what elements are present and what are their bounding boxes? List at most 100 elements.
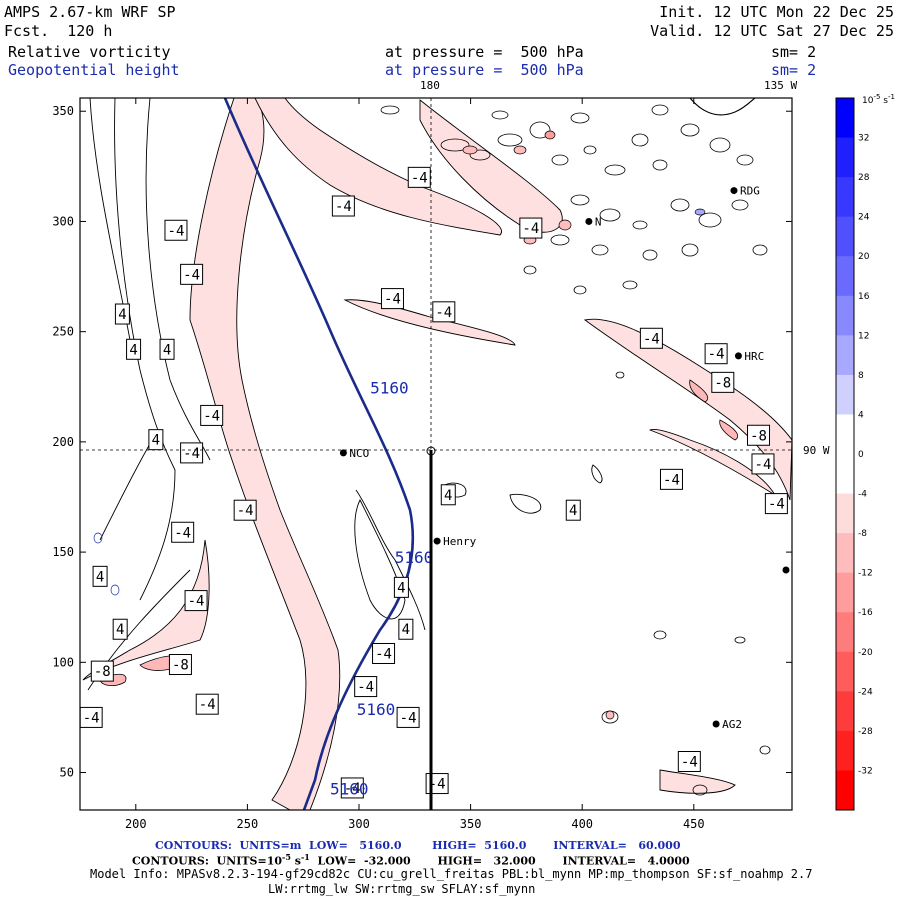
coastline	[689, 98, 756, 116]
contour-label-text: 4	[116, 622, 124, 638]
y-tick-label: 100	[52, 655, 74, 669]
contour-label: 4	[398, 618, 414, 640]
contour-label-box	[432, 301, 456, 323]
contour-label-box	[126, 338, 142, 360]
station-marker	[433, 537, 441, 545]
contour-label: -4	[200, 404, 224, 426]
fcst-label: Fcst.	[4, 22, 50, 40]
contour-label-box	[407, 166, 431, 188]
x-tick-label: 250	[237, 817, 259, 831]
contour-label-text: -4	[768, 497, 785, 513]
contour-label: -4	[171, 521, 195, 543]
contour-label-text: 4	[96, 569, 104, 585]
station-label: RDG	[740, 185, 760, 198]
contour-label-box	[164, 219, 188, 241]
y-tick-label: 350	[52, 104, 74, 118]
contour-label-text: -4	[237, 503, 254, 519]
contour-label-text: -8	[172, 658, 189, 674]
field2-label: Geopotential height	[8, 61, 180, 79]
colorbar-frame	[835, 97, 855, 811]
contour-label-text: -4	[681, 755, 698, 771]
x-tick-label: 200	[125, 817, 147, 831]
contour-label-text: -4	[375, 646, 392, 662]
contour-label-text: -4	[188, 594, 205, 610]
sm2-label: sm= 2	[771, 61, 817, 79]
colorbar-swatch	[836, 98, 854, 139]
contour-label: 4	[393, 576, 409, 598]
colorbar-swatch	[836, 177, 854, 218]
colorbar-tick-label: -32	[858, 766, 873, 776]
contour-label-text: 4	[129, 342, 137, 358]
contour-label-box	[704, 343, 728, 365]
colorbar-tick-label: -28	[858, 727, 873, 737]
contour-label-box	[90, 660, 114, 682]
colorbar-swatch	[836, 295, 854, 336]
contour-label-text: -4	[708, 347, 725, 363]
contour-label-text: 4	[163, 342, 171, 358]
colorbar-unit: 10-5 s-1	[862, 93, 895, 106]
contour-label: 4	[126, 338, 142, 360]
station-label: Henry	[443, 535, 476, 548]
contour-label-box	[171, 521, 195, 543]
colorbar-swatch	[836, 374, 854, 415]
contour-label: 4	[159, 338, 175, 360]
pole-marker	[426, 446, 436, 456]
contour-label-box	[751, 453, 775, 475]
contour-label-text: -4	[435, 305, 452, 321]
contour-label-text: -8	[94, 664, 111, 680]
colorbar-tick-label: -24	[858, 687, 873, 697]
height-contour-label: 5160	[395, 548, 434, 567]
contour-label: -4	[380, 288, 404, 310]
contour-label-box	[112, 618, 128, 640]
contour-label: -4	[677, 751, 701, 773]
contour-label-box	[340, 777, 364, 799]
y-tick-label: 250	[52, 325, 74, 339]
station-label: NCO	[349, 447, 369, 460]
colorbar-swatch	[836, 256, 854, 297]
header-model: AMPS 2.67-km WRF SP	[4, 3, 176, 21]
colorbar-tick-label: 28	[858, 173, 870, 183]
lon-180-label: 180	[420, 79, 440, 92]
contour-label-text: 4	[152, 433, 160, 449]
contour-label-box	[565, 499, 581, 521]
x-tick-label: 450	[683, 817, 705, 831]
y-tick-label: 50	[60, 766, 74, 780]
contour-label-box	[398, 618, 414, 640]
y-tick-label: 300	[52, 214, 74, 228]
colorbar-tick-label: 4	[858, 410, 864, 420]
field1-label: Relative vorticity	[8, 43, 171, 61]
contour-label: -4	[180, 442, 204, 464]
contour-label-box	[747, 424, 771, 446]
contour-label-text: -4	[183, 446, 200, 462]
colorbar-tick-label: 12	[858, 331, 869, 341]
contour-label-text: -8	[750, 428, 767, 444]
contour-label-text: -4	[384, 292, 401, 308]
contour-label: 4	[148, 429, 164, 451]
contour-label-box	[354, 676, 378, 698]
contour-label: -4	[354, 676, 378, 698]
colorbar-tick-label: 8	[858, 371, 864, 381]
station-label: AG2	[722, 718, 742, 731]
colorbar-tick-label: 0	[858, 450, 864, 460]
contour-label-box	[195, 693, 219, 715]
x-tick-label: 350	[460, 817, 482, 831]
colorbar-swatch	[836, 730, 854, 771]
contour-label-box	[393, 576, 409, 598]
contour-label: -4	[195, 693, 219, 715]
contour-label-text: -4	[522, 221, 539, 237]
station-marker-edge	[782, 566, 790, 574]
contour-label: -8	[168, 654, 192, 676]
contour-label: -4	[704, 343, 728, 365]
contour-label: 4	[92, 565, 108, 587]
fcst-value: 120 h	[67, 22, 113, 40]
contour-label-box	[440, 484, 456, 506]
contour-label: -4	[764, 493, 788, 515]
contour-label-text: -4	[335, 199, 352, 215]
contour-label: -8	[711, 371, 735, 393]
colorbar-swatch	[836, 612, 854, 653]
colorbar-swatch	[836, 137, 854, 178]
station-label: N	[595, 215, 602, 228]
colorbar-tick-label: 20	[858, 252, 870, 262]
contour-label: -8	[747, 424, 771, 446]
